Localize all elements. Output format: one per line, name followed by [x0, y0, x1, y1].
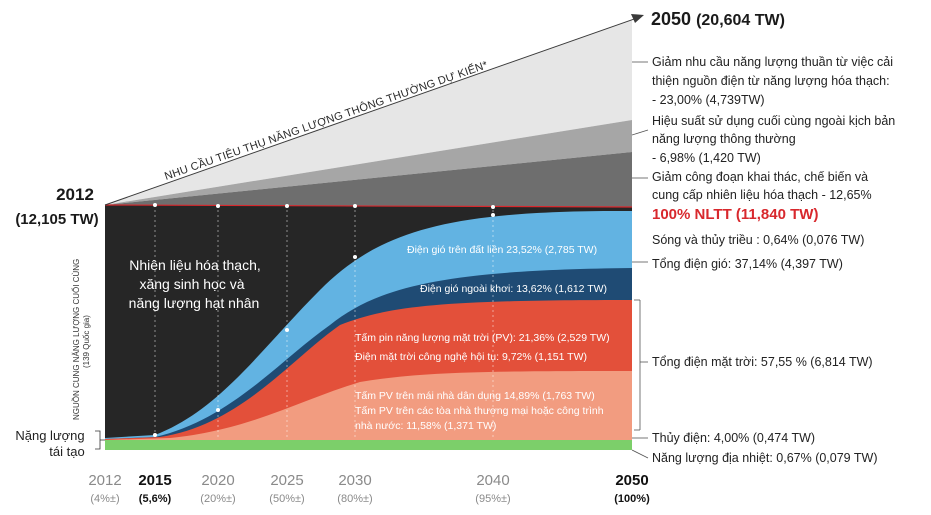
x-tick-year-2040: 2040 [476, 472, 509, 489]
start-value-label: (12,105 TW) [15, 211, 98, 228]
right-demand-2-line3: - 6,98% (1,420 TW) [652, 151, 761, 165]
inner-labels: Điện gió trên đất liền 23,52% (2,785 TW)… [355, 244, 610, 432]
leader-geothermal [631, 449, 649, 459]
x-tick-share-2020: (20%±) [200, 493, 235, 505]
x-tick-share-2025: (50%±) [269, 493, 304, 505]
start-year-label: 2012 [56, 185, 94, 204]
marker-dot-2020-top [216, 204, 220, 208]
right-demand-3-line1: Giảm công đoạn khai thác, chế biến và [652, 170, 868, 184]
right-demand-2-line2: năng lượng thông thường [652, 132, 796, 146]
right-total-100: 100% NLTT (11,840 TW) [652, 206, 818, 223]
right-leader-lines [631, 61, 649, 459]
x-tick-year-2030: 2030 [338, 472, 371, 489]
right-demand-1-line1: Giảm nhu cầu năng lượng thuần từ việc cả… [652, 55, 893, 69]
label-rooftop-3: nhà nước: 11,58% (1,371 TW) [355, 420, 496, 432]
label-solar-pv: Tấm pin năng lượng mặt trời (PV): 21,36%… [355, 332, 610, 344]
x-tick-year-2020: 2020 [201, 472, 234, 489]
marker-dot-2040-top [491, 205, 495, 209]
right-hydro: Thủy điện: 4,00% (0,474 TW) [652, 431, 815, 445]
marker-dot-2025-top [285, 204, 289, 208]
end-year-text: 2050 [651, 9, 691, 29]
fossil-label-line1: Nhiên liệu hóa thạch, [129, 257, 261, 273]
x-tick-share-2040: (95%±) [475, 493, 510, 505]
right-solar-total: Tổng điện mặt trời: 57,55 % (6,814 TW) [652, 355, 873, 369]
x-axis: 2012 (4%±) 2015 (5,6%) 2020 (20%±) 2025 (50%±) 2… [88, 472, 650, 505]
right-wind-total: Tổng điện gió: 37,14% (4,397 TW) [652, 257, 843, 271]
y-axis-label-line2: (139 Quốc gia) [82, 315, 91, 368]
demand-band-extraction [105, 152, 632, 207]
fossil-label-line3: năng lượng hạt nhân [129, 295, 260, 311]
rooftop-pv-area [105, 371, 632, 440]
demand-trend-arrowhead [631, 14, 644, 23]
x-tick-year-2025: 2025 [270, 472, 303, 489]
year-markers [153, 203, 495, 440]
right-demand-1-line3: - 23,00% (4,739TW) [652, 93, 765, 107]
x-tick-share-2015: (5,6%) [139, 493, 172, 505]
label-csp: Điện mặt trời công nghệ hội tụ: 9,72% (1… [355, 351, 587, 363]
end-value-text: (20,604 TW) [696, 12, 785, 29]
right-tidal: Sóng và thủy triều : 0,64% (0,076 TW) [652, 233, 864, 247]
renewable-left-label-line1: Nặng lượng [15, 428, 84, 443]
x-tick-share-2050: (100%) [614, 493, 650, 505]
marker-dot-2030-curve [353, 255, 357, 259]
right-demand-2-line1: Hiệu suất sử dụng cuối cùng ngoài kịch b… [652, 114, 895, 128]
leader-demand-2 [631, 129, 649, 136]
x-tick-year-2050: 2050 [615, 472, 648, 489]
label-rooftop-2: Tấm PV trên các tòa nhà thương mại hoặc … [355, 405, 604, 417]
baseline-2012-line [104, 204, 633, 208]
x-tick-year-2015: 2015 [138, 472, 171, 489]
demand-trend-arrow-line [104, 17, 638, 206]
marker-dot-2030-top [353, 204, 357, 208]
marker-dot-2015-top [153, 203, 157, 207]
right-geothermal: Năng lượng địa nhiệt: 0,67% (0,079 TW) [652, 451, 877, 465]
marker-dot-2040-curve [491, 213, 495, 217]
x-tick-share-2012: (4%±) [90, 493, 119, 505]
left-bracket [95, 430, 105, 450]
left-bracket-path [95, 430, 101, 450]
fossil-label-line2: xăng sinh học và [139, 276, 244, 292]
hydro-area [105, 440, 632, 450]
marker-dot-2015-curve [153, 433, 157, 437]
right-demand-3-line2: cung cấp nhiên liệu hóa thạch - 12,65% [652, 188, 872, 202]
y-axis-label-line1: NGUỒN CUNG NĂNG LƯỢNG CUỐI CÙNG [71, 259, 81, 420]
x-tick-share-2030: (80%±) [337, 493, 372, 505]
label-wind-onshore: Điện gió trên đất liền 23,52% (2,785 TW) [407, 244, 597, 256]
fossil-label: Nhiên liệu hóa thạch, xăng sinh học và n… [129, 257, 261, 311]
renewable-left-label-line2: tái tạo [49, 444, 84, 459]
end-title-label: 2050 (20,604 TW) [651, 9, 785, 29]
label-rooftop-1: Tấm PV trên mái nhà dân dụng 14,89% (1,7… [355, 390, 595, 402]
right-demand-1-line2: thiện nguồn điện từ năng lượng hóa thạch… [652, 74, 890, 88]
marker-dot-2020-curve [216, 408, 220, 412]
demand-band-efficiency [105, 120, 632, 205]
right-labels: Giảm nhu cầu năng lượng thuần từ việc cả… [652, 55, 895, 465]
marker-dot-2025-curve [285, 328, 289, 332]
label-wind-offshore: Điện gió ngoài khơi: 13,62% (1,612 TW) [420, 283, 607, 295]
x-tick-year-2012: 2012 [88, 472, 121, 489]
